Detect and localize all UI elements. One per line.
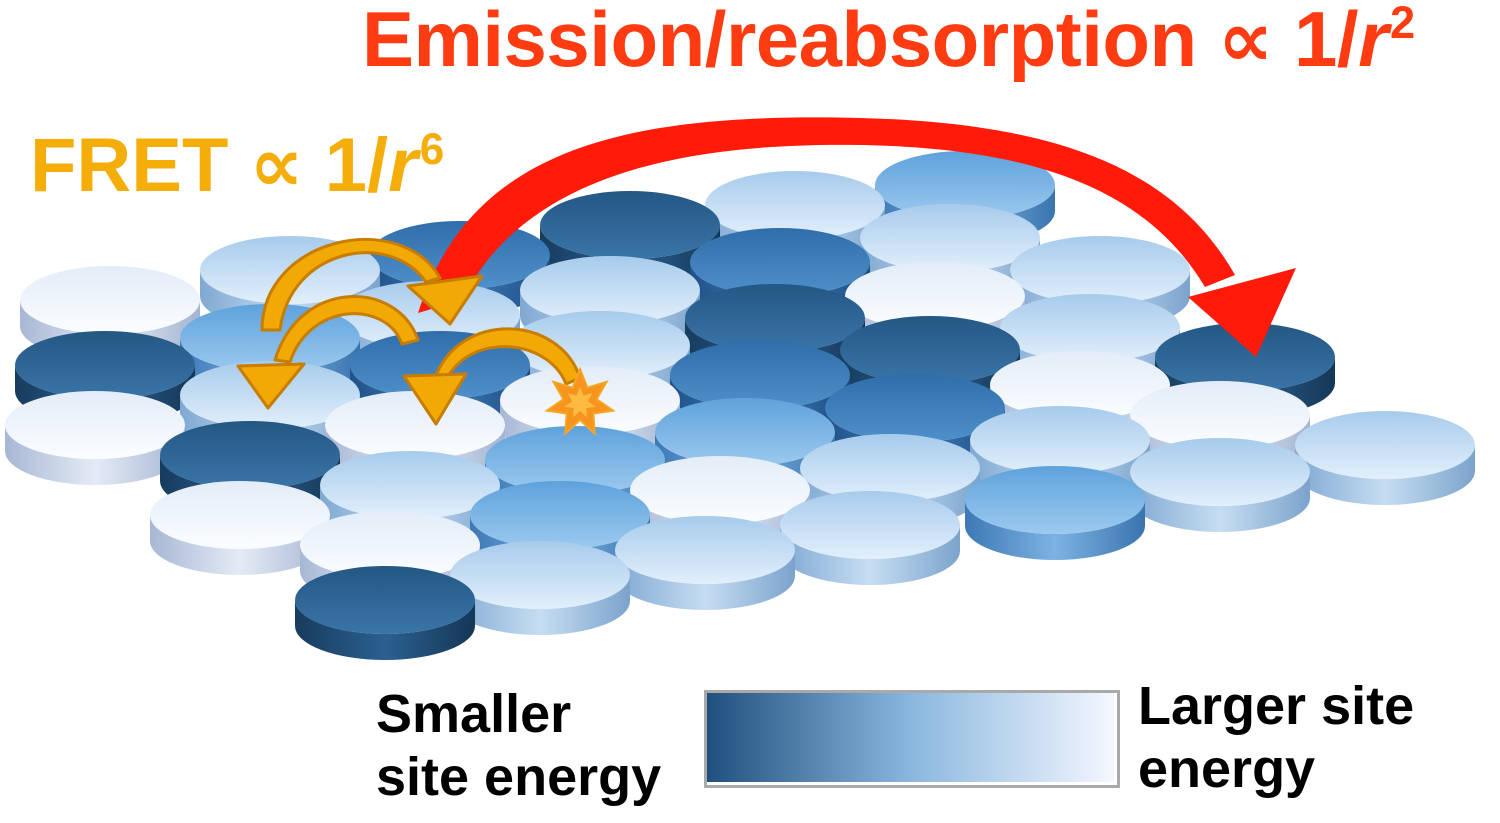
legend-low-label: Smaller site energy bbox=[376, 683, 661, 809]
fret-label-prefix: FRET ∝ 1/ bbox=[30, 123, 388, 208]
site-disc bbox=[615, 516, 795, 610]
legend-bar-border bbox=[704, 690, 1120, 788]
legend-low-line2: site energy bbox=[376, 746, 661, 809]
site-disc bbox=[780, 491, 960, 585]
site-discs bbox=[5, 151, 1475, 660]
legend-low-line1: Smaller bbox=[376, 683, 661, 746]
legend-high-label: Larger site energy bbox=[1138, 675, 1414, 801]
emission-label-prefix: Emission/reabsorption ∝ 1/ bbox=[362, 0, 1358, 83]
legend-high-line2: energy bbox=[1138, 738, 1414, 801]
fret-label-exponent: 6 bbox=[420, 125, 445, 174]
fret-label-variable: r bbox=[388, 123, 418, 208]
fret-label: FRET ∝ 1/r6 bbox=[30, 120, 444, 209]
site-disc bbox=[965, 466, 1145, 560]
site-disc bbox=[450, 541, 630, 635]
site-disc bbox=[1130, 438, 1310, 532]
emission-label-variable: r bbox=[1358, 0, 1388, 83]
emission-label: Emission/reabsorption ∝ 1/r2 bbox=[362, 0, 1415, 85]
site-disc bbox=[5, 391, 185, 485]
site-disc bbox=[295, 566, 475, 660]
emission-label-exponent: 2 bbox=[1390, 0, 1415, 48]
legend-high-line1: Larger site bbox=[1138, 675, 1414, 738]
site-disc bbox=[1295, 411, 1475, 505]
